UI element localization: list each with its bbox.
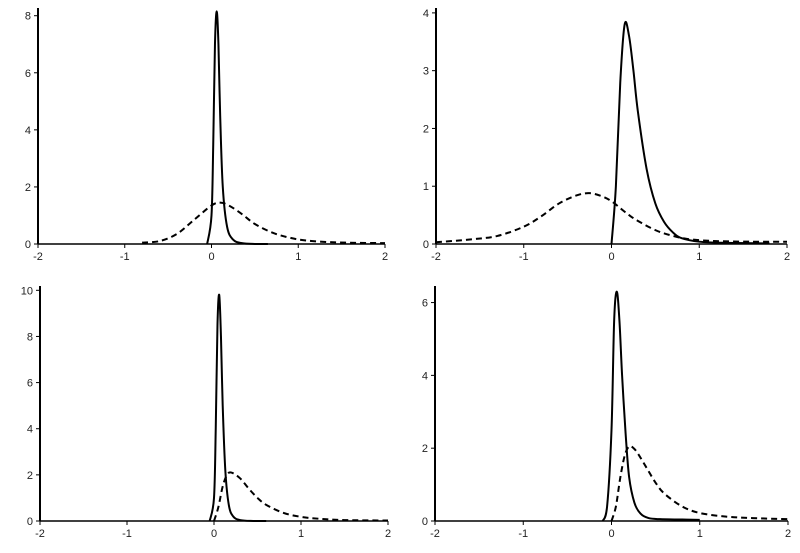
solid-density-curve: [601, 290, 700, 522]
x-tick-label: -2: [430, 528, 440, 540]
solid-density-curve: [208, 293, 267, 522]
density-panel-3: -2 -1 0 1 2 0 2 4 6 8 10: [21, 285, 391, 540]
y-tick-label: 6: [25, 68, 31, 80]
y-tick-label: 1: [423, 181, 429, 193]
x-tick-label: 1: [295, 251, 301, 263]
x-tick-label: 0: [608, 528, 614, 540]
x-tick-label: 2: [784, 251, 790, 263]
y-tick-label: 8: [27, 331, 33, 343]
dashed-density-curve: [142, 201, 386, 245]
density-panel-4: -2 -1 0 1 2 0 2 4 6: [422, 286, 791, 540]
x-tick-label: 2: [785, 528, 791, 540]
y-tick-label: 2: [422, 443, 428, 455]
dashed-density-curve: [213, 471, 389, 522]
y-tick-label: 0: [25, 239, 31, 251]
x-tick-label: 2: [385, 528, 391, 540]
x-tick-label: 1: [697, 528, 703, 540]
x-tick-label: -2: [431, 251, 441, 263]
solid-density-curve: [610, 20, 770, 245]
y-tick-label: 8: [25, 11, 31, 23]
x-tick-label: -1: [120, 251, 130, 263]
y-tick-label: 2: [423, 123, 429, 135]
y-tick-label: 4: [422, 370, 428, 382]
x-tick-label: 1: [696, 251, 702, 263]
x-tick-label: 0: [208, 251, 214, 263]
y-tick-label: 4: [27, 424, 33, 436]
y-tick-label: 10: [21, 285, 33, 297]
y-tick-label: 0: [423, 239, 429, 251]
x-tick-label: 2: [382, 251, 388, 263]
y-tick-label: 2: [25, 182, 31, 194]
y-tick-label: 3: [423, 66, 429, 78]
y-tick-label: 4: [25, 125, 31, 137]
y-tick-label: 6: [422, 298, 428, 310]
y-tick-label: 0: [27, 516, 33, 528]
y-tick-label: 6: [27, 378, 33, 390]
x-tick-label: -2: [33, 251, 43, 263]
x-tick-label: 1: [298, 528, 304, 540]
y-tick-label: 0: [422, 516, 428, 528]
x-tick-label: -1: [122, 528, 132, 540]
density-panel-1: -2 -1 0 1 2 0 2 4 6 8: [25, 8, 388, 263]
solid-density-curve: [206, 10, 268, 245]
x-tick-label: -2: [35, 528, 45, 540]
x-tick-label: 0: [608, 251, 614, 263]
y-tick-label: 4: [423, 8, 429, 20]
dashed-density-curve: [610, 444, 789, 522]
x-tick-label: -1: [518, 528, 528, 540]
density-panel-2: -2 -1 0 1 2 0 1 2 3 4: [423, 8, 790, 263]
y-tick-label: 2: [27, 470, 33, 482]
x-tick-label: 0: [211, 528, 217, 540]
x-tick-label: -1: [519, 251, 529, 263]
